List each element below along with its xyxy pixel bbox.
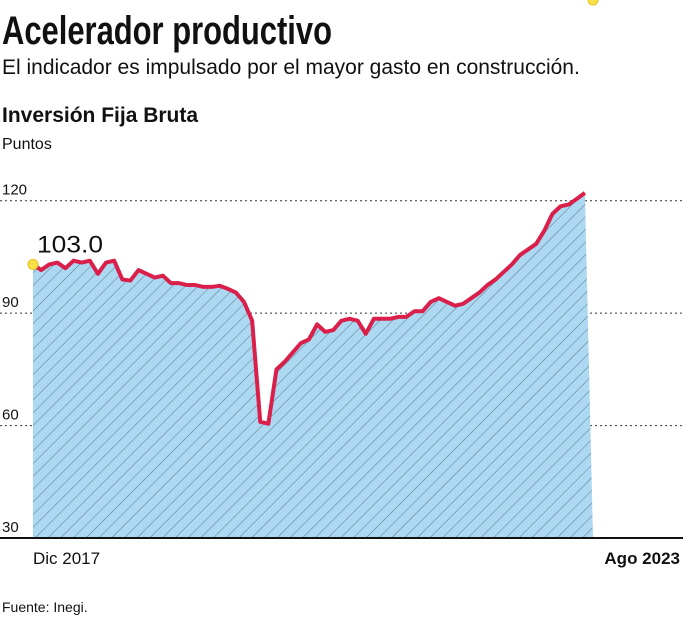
line xyxy=(31,191,587,426)
y-axis-label: Puntos xyxy=(2,136,52,153)
y-tick-label: 90 xyxy=(2,294,19,311)
x-tick-label: Dic 2017 xyxy=(33,549,100,568)
value-label: 122.1 xyxy=(598,0,680,10)
chart-title: Acelerador productivo xyxy=(2,9,332,53)
subtitle: El indicador es impulsado por el mayor g… xyxy=(2,56,580,79)
y-tick-label: 30 xyxy=(2,519,19,536)
y-tick-label: 60 xyxy=(2,407,19,424)
point-marker xyxy=(27,258,39,270)
source: Fuente: Inegi. xyxy=(2,599,88,615)
value-label: 103.0 xyxy=(37,231,103,258)
x-tick-label: Ago 2023 xyxy=(604,549,680,568)
series-title: Inversión Fija Bruta xyxy=(2,104,198,127)
area xyxy=(33,192,593,538)
y-tick-label: 120 xyxy=(2,182,27,199)
point-marker xyxy=(587,0,599,6)
